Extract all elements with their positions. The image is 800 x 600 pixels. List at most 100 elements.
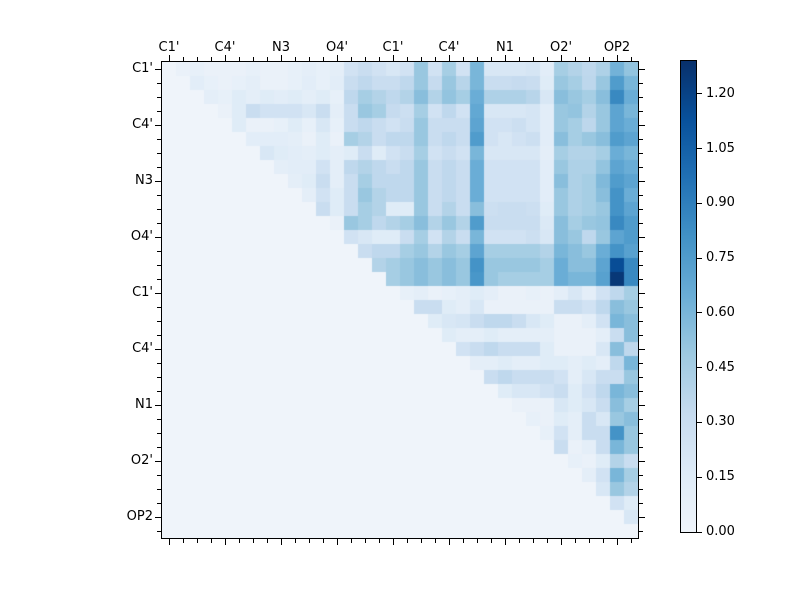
x-axis-tick-bottom <box>196 539 198 543</box>
y-axis-tick-right <box>639 348 645 350</box>
x-axis-tick <box>196 57 198 61</box>
x-axis-tick-bottom <box>476 539 478 543</box>
x-axis-tick <box>476 57 478 61</box>
y-axis-tick-right <box>639 208 643 210</box>
y-axis-tick-right <box>639 446 643 448</box>
y-tick-label: C1' <box>132 285 153 300</box>
y-axis-tick-right <box>639 110 643 112</box>
colorbar-tick <box>697 421 702 423</box>
y-axis-tick-right <box>639 292 645 294</box>
colorbar-tick-label: 0.00 <box>706 524 735 539</box>
x-axis-tick <box>406 57 408 61</box>
x-axis-tick-bottom <box>420 539 422 543</box>
y-axis-tick-right <box>639 334 643 336</box>
y-axis-tick-right <box>639 166 643 168</box>
x-axis-tick-bottom <box>294 539 296 543</box>
x-axis-tick <box>392 55 394 61</box>
x-axis-tick-bottom <box>616 539 618 545</box>
y-tick-label: C4' <box>132 117 153 132</box>
y-tick-label: C4' <box>132 341 153 356</box>
y-axis-tick <box>155 180 161 182</box>
y-tick-label: N1 <box>135 397 153 412</box>
y-axis-tick-right <box>639 68 645 70</box>
x-axis-tick-bottom <box>238 539 240 543</box>
y-axis-tick <box>157 446 161 448</box>
y-axis-tick <box>157 96 161 98</box>
x-axis-tick-bottom <box>532 539 534 543</box>
x-axis-tick <box>224 55 226 61</box>
colorbar-tick-label: 0.15 <box>706 469 735 485</box>
x-axis-tick-bottom <box>210 539 212 543</box>
x-axis-tick <box>420 57 422 61</box>
colorbar-tick <box>697 531 702 533</box>
x-tick-label: C1' <box>382 40 404 55</box>
y-axis-tick-right <box>639 362 643 364</box>
y-axis-tick-right <box>639 488 643 490</box>
y-axis-tick <box>155 68 161 70</box>
colorbar-tick-label: 1.20 <box>706 85 735 101</box>
x-axis-tick <box>350 57 352 61</box>
y-axis-tick <box>155 124 161 126</box>
y-axis-tick-right <box>639 320 643 322</box>
x-axis-tick <box>238 57 240 61</box>
x-axis-tick-bottom <box>434 539 436 543</box>
y-axis-tick <box>157 82 161 84</box>
x-axis-tick-bottom <box>350 539 352 543</box>
x-tick-label: OP2 <box>603 40 631 55</box>
y-axis-tick <box>157 208 161 210</box>
y-axis-tick <box>157 530 161 532</box>
x-axis-tick-bottom <box>588 539 590 543</box>
x-axis-tick <box>364 57 366 61</box>
x-axis-tick-bottom <box>266 539 268 543</box>
y-axis-tick <box>157 488 161 490</box>
y-axis-tick-right <box>639 96 643 98</box>
x-axis-tick <box>616 55 618 61</box>
x-axis-tick-bottom <box>602 539 604 543</box>
y-axis-tick-right <box>639 376 643 378</box>
colorbar-tick <box>697 148 702 150</box>
y-tick-label: O2' <box>130 453 153 468</box>
y-axis-tick-right <box>639 236 645 238</box>
x-tick-label: C4' <box>438 40 460 55</box>
x-axis-tick <box>322 57 324 61</box>
y-tick-label: N3 <box>135 173 153 188</box>
x-tick-label: O4' <box>325 40 349 55</box>
x-axis-tick <box>504 55 506 61</box>
x-axis-tick <box>294 57 296 61</box>
x-axis-tick-bottom <box>252 539 254 543</box>
y-axis-tick <box>155 236 161 238</box>
heatmap-canvas <box>162 62 638 538</box>
y-axis-tick-right <box>639 138 643 140</box>
colorbar-tick <box>697 312 702 314</box>
y-axis-tick <box>157 432 161 434</box>
x-axis-tick-bottom <box>574 539 576 543</box>
x-axis-tick <box>630 57 632 61</box>
y-axis-tick <box>157 306 161 308</box>
colorbar-tick <box>697 202 702 204</box>
x-axis-tick <box>602 57 604 61</box>
y-axis-tick <box>155 516 161 518</box>
y-axis-tick-right <box>639 194 643 196</box>
y-axis-tick <box>157 166 161 168</box>
x-axis-tick-bottom <box>490 539 492 543</box>
colorbar-tick-label: 0.75 <box>706 250 735 266</box>
x-axis-tick-bottom <box>518 539 520 543</box>
y-axis-tick-right <box>639 502 643 504</box>
x-axis-tick-bottom <box>364 539 366 543</box>
x-axis-tick <box>518 57 520 61</box>
y-axis-tick-right <box>639 432 643 434</box>
colorbar-tick <box>697 367 702 369</box>
colorbar <box>680 60 697 533</box>
y-axis-tick <box>157 474 161 476</box>
y-axis-tick <box>157 502 161 504</box>
x-axis-tick <box>378 57 380 61</box>
x-tick-label: O2' <box>549 40 573 55</box>
x-axis-tick-bottom <box>546 539 548 543</box>
x-axis-tick <box>182 57 184 61</box>
y-tick-label: C1' <box>132 61 153 76</box>
x-axis-tick-bottom <box>462 539 464 543</box>
y-axis-tick <box>155 292 161 294</box>
y-axis-tick-right <box>639 530 643 532</box>
x-axis-tick <box>546 57 548 61</box>
